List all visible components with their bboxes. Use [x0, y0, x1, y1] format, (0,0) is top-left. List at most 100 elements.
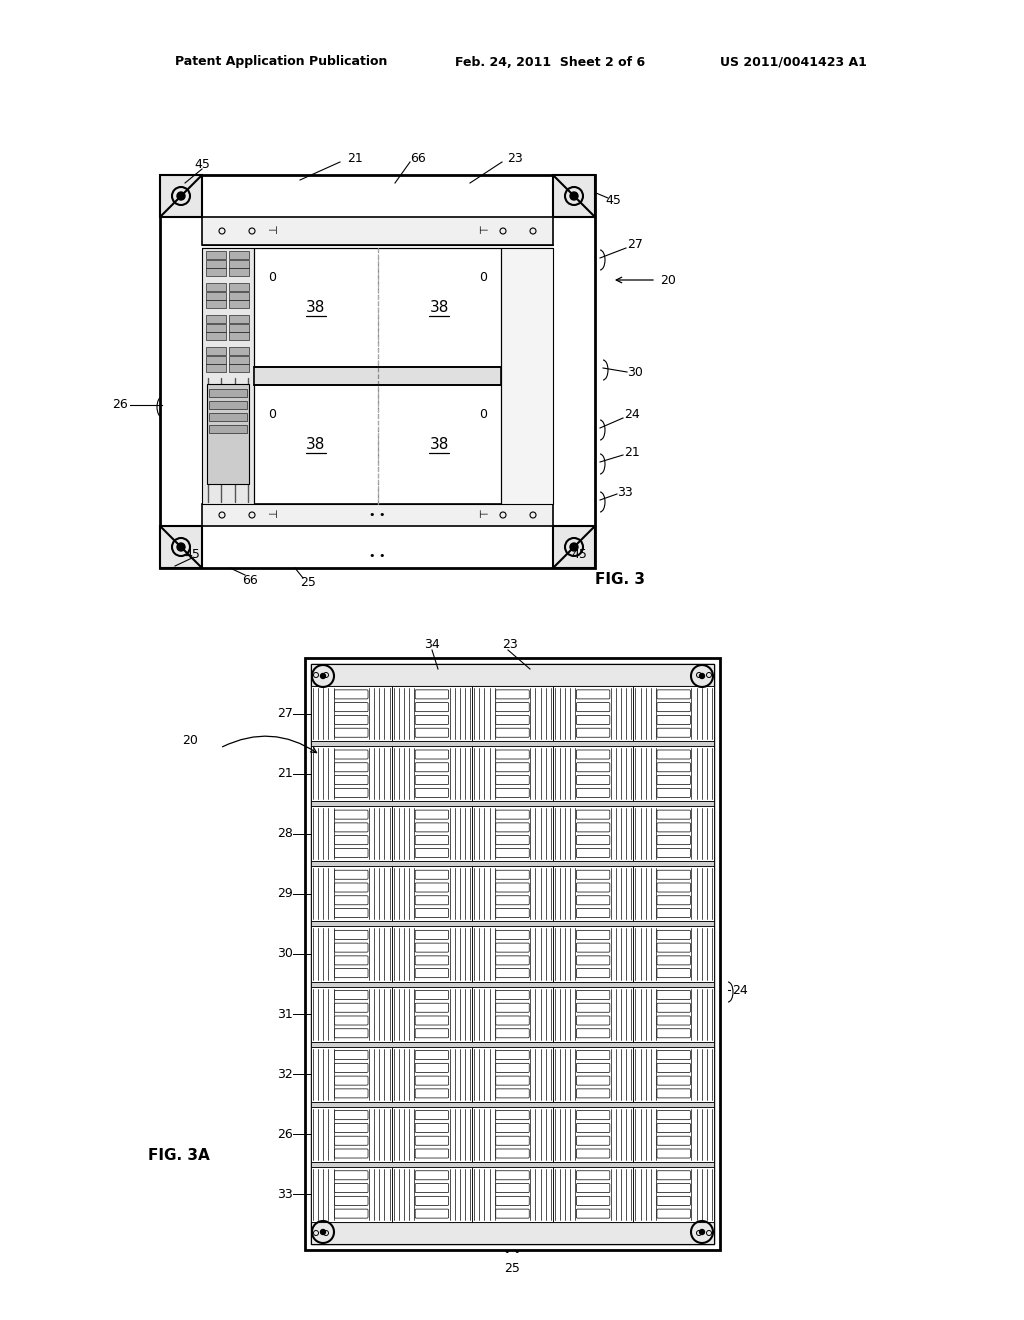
- Text: Patent Application Publication: Patent Application Publication: [175, 55, 387, 69]
- FancyBboxPatch shape: [415, 1016, 449, 1026]
- FancyBboxPatch shape: [415, 883, 449, 892]
- Bar: [634, 1047, 714, 1102]
- FancyBboxPatch shape: [415, 956, 449, 965]
- FancyBboxPatch shape: [496, 956, 529, 965]
- FancyBboxPatch shape: [496, 776, 529, 784]
- Bar: [311, 1041, 714, 1047]
- Bar: [553, 986, 634, 1041]
- FancyBboxPatch shape: [496, 931, 529, 940]
- FancyBboxPatch shape: [657, 836, 690, 845]
- Bar: [472, 866, 553, 921]
- Text: 25: 25: [300, 576, 316, 589]
- Bar: [391, 866, 472, 921]
- FancyBboxPatch shape: [577, 822, 610, 832]
- FancyBboxPatch shape: [657, 1184, 690, 1192]
- FancyBboxPatch shape: [415, 763, 449, 772]
- FancyBboxPatch shape: [657, 810, 690, 820]
- FancyBboxPatch shape: [335, 849, 368, 858]
- Text: 34: 34: [424, 639, 440, 652]
- Text: FIG. 3: FIG. 3: [595, 573, 645, 587]
- FancyBboxPatch shape: [335, 1089, 368, 1098]
- Bar: [391, 686, 472, 741]
- FancyBboxPatch shape: [496, 969, 529, 978]
- Text: 33: 33: [278, 1188, 293, 1201]
- FancyBboxPatch shape: [415, 990, 449, 999]
- Text: 28: 28: [278, 828, 293, 841]
- FancyBboxPatch shape: [496, 1209, 529, 1218]
- Bar: [391, 927, 472, 982]
- FancyBboxPatch shape: [335, 969, 368, 978]
- FancyBboxPatch shape: [335, 702, 368, 711]
- FancyBboxPatch shape: [577, 908, 610, 917]
- Bar: [311, 1162, 714, 1167]
- FancyBboxPatch shape: [577, 1076, 610, 1085]
- Bar: [229, 251, 249, 259]
- FancyBboxPatch shape: [496, 810, 529, 820]
- FancyBboxPatch shape: [496, 763, 529, 772]
- Bar: [206, 364, 226, 372]
- FancyBboxPatch shape: [657, 750, 690, 759]
- FancyBboxPatch shape: [415, 1123, 449, 1133]
- FancyBboxPatch shape: [657, 931, 690, 940]
- Bar: [202, 504, 553, 525]
- FancyBboxPatch shape: [496, 908, 529, 917]
- FancyBboxPatch shape: [415, 896, 449, 904]
- Bar: [311, 746, 391, 801]
- FancyBboxPatch shape: [335, 883, 368, 892]
- Bar: [311, 1047, 391, 1102]
- FancyBboxPatch shape: [415, 1148, 449, 1158]
- Text: 29: 29: [278, 887, 293, 900]
- Bar: [634, 807, 714, 862]
- FancyBboxPatch shape: [496, 715, 529, 725]
- FancyBboxPatch shape: [577, 788, 610, 797]
- Bar: [472, 1167, 553, 1222]
- Text: • •: • •: [369, 510, 385, 520]
- Bar: [553, 927, 634, 982]
- Text: ⊣: ⊣: [267, 510, 276, 520]
- FancyBboxPatch shape: [577, 1028, 610, 1038]
- Bar: [209, 413, 247, 421]
- Bar: [472, 686, 553, 741]
- FancyBboxPatch shape: [415, 942, 449, 952]
- Bar: [553, 1106, 634, 1162]
- FancyBboxPatch shape: [657, 956, 690, 965]
- FancyBboxPatch shape: [657, 715, 690, 725]
- Text: 0: 0: [479, 408, 487, 421]
- FancyBboxPatch shape: [657, 942, 690, 952]
- FancyBboxPatch shape: [415, 1209, 449, 1218]
- Bar: [229, 347, 249, 355]
- Bar: [472, 746, 553, 801]
- Text: 24: 24: [732, 983, 748, 997]
- FancyBboxPatch shape: [577, 931, 610, 940]
- Bar: [160, 525, 202, 568]
- Bar: [553, 686, 634, 741]
- Bar: [229, 323, 249, 331]
- FancyBboxPatch shape: [415, 788, 449, 797]
- Text: 20: 20: [660, 273, 676, 286]
- Text: Feb. 24, 2011  Sheet 2 of 6: Feb. 24, 2011 Sheet 2 of 6: [455, 55, 645, 69]
- FancyBboxPatch shape: [335, 822, 368, 832]
- FancyBboxPatch shape: [496, 942, 529, 952]
- Circle shape: [321, 1229, 326, 1234]
- Text: 38: 38: [429, 300, 449, 315]
- Bar: [206, 260, 226, 268]
- FancyBboxPatch shape: [496, 1148, 529, 1158]
- FancyBboxPatch shape: [415, 702, 449, 711]
- FancyBboxPatch shape: [415, 1196, 449, 1205]
- Bar: [311, 1106, 391, 1162]
- FancyBboxPatch shape: [335, 776, 368, 784]
- FancyBboxPatch shape: [415, 1051, 449, 1060]
- Bar: [206, 347, 226, 355]
- Text: 30: 30: [278, 948, 293, 961]
- Bar: [553, 807, 634, 862]
- Text: US 2011/0041423 A1: US 2011/0041423 A1: [720, 55, 867, 69]
- Circle shape: [321, 673, 326, 678]
- Bar: [229, 355, 249, 364]
- Bar: [634, 1106, 714, 1162]
- FancyBboxPatch shape: [335, 1051, 368, 1060]
- FancyBboxPatch shape: [657, 1003, 690, 1012]
- FancyBboxPatch shape: [657, 1089, 690, 1098]
- Bar: [311, 801, 714, 807]
- FancyBboxPatch shape: [577, 1209, 610, 1218]
- Bar: [391, 807, 472, 862]
